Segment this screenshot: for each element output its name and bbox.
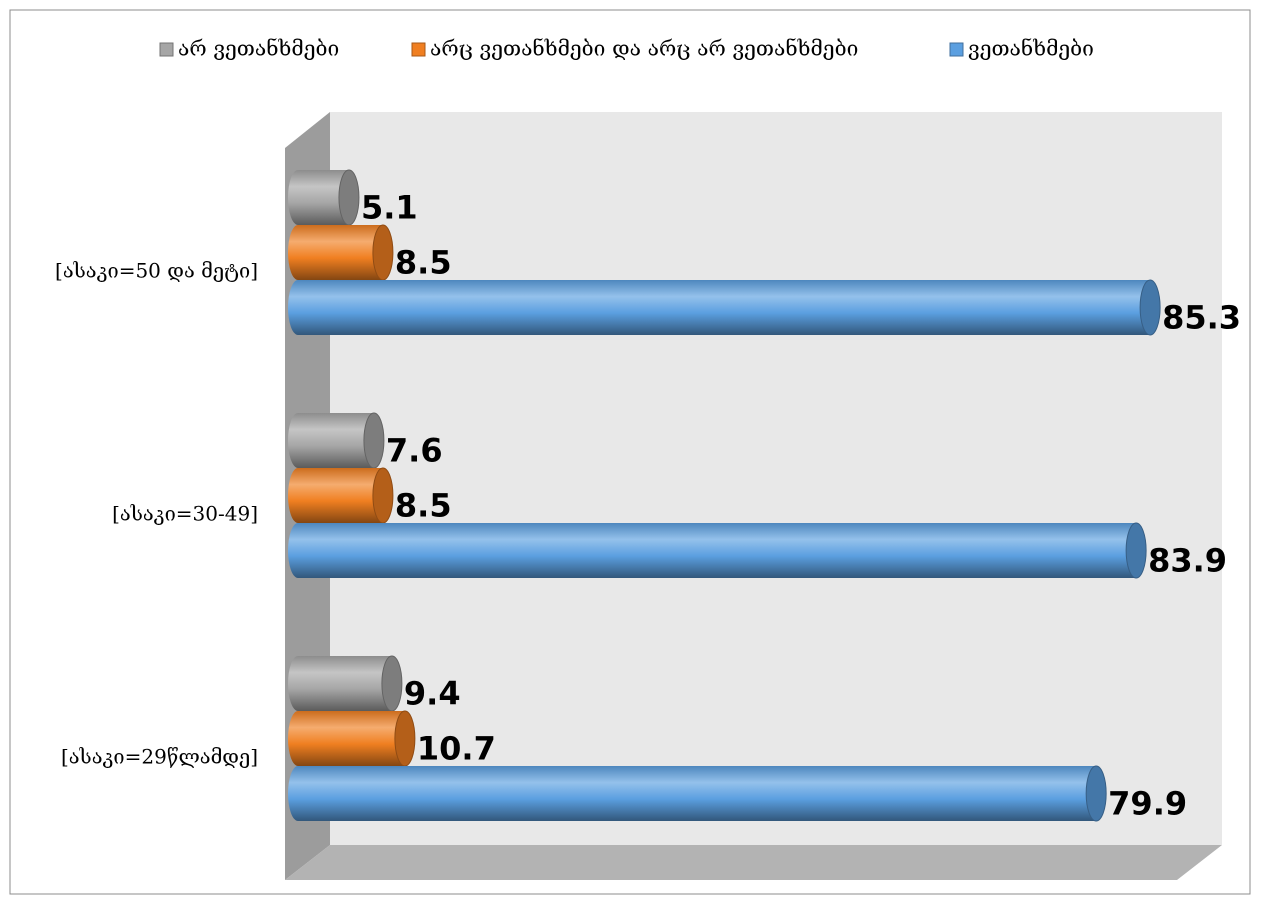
bar — [288, 710, 416, 767]
value-label: 83.9 — [1148, 542, 1227, 580]
value-label: 10.7 — [417, 730, 496, 768]
bar — [288, 224, 394, 281]
value-label: 7.6 — [386, 432, 443, 470]
value-label: 5.1 — [361, 189, 418, 227]
bar — [288, 279, 1161, 336]
legend-label: არც ვეთანხმები და არც არ ვეთანხმები — [430, 37, 858, 61]
legend-swatch — [411, 42, 426, 57]
value-label: 8.5 — [395, 487, 452, 525]
bar — [288, 655, 403, 712]
bar — [288, 412, 385, 469]
bar — [288, 765, 1107, 822]
bar — [288, 522, 1147, 579]
value-label: 9.4 — [404, 675, 461, 713]
category-label: [ასაკი=50 და მეტი] — [55, 258, 258, 282]
legend-swatch — [159, 42, 174, 57]
value-label: 79.9 — [1108, 785, 1187, 823]
value-label: 8.5 — [395, 244, 452, 282]
bar — [288, 169, 360, 226]
category-label: [ასაკი=29წლამდე] — [61, 744, 258, 768]
legend-label: ვეთანხმები — [968, 37, 1094, 61]
value-label: 85.3 — [1162, 299, 1241, 337]
legend-label: არ ვეთანხმები — [178, 37, 339, 61]
category-label: [ასაკი=30-49] — [112, 501, 258, 525]
floor — [285, 845, 1222, 880]
bar — [288, 467, 394, 524]
legend-swatch — [949, 42, 964, 57]
